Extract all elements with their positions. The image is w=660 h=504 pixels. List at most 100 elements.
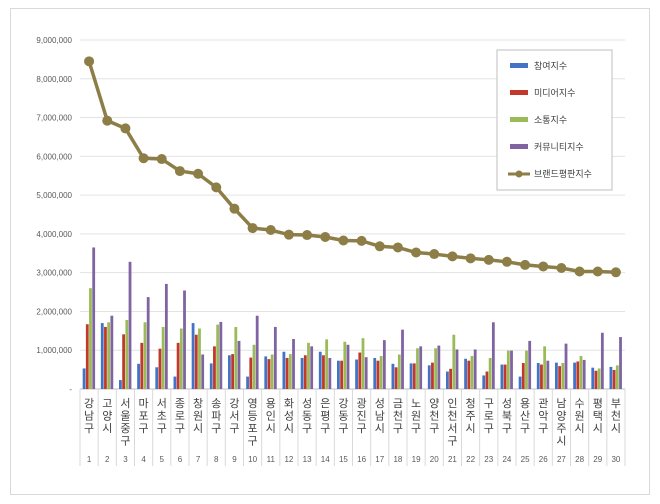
bar-참여지수-10 [246,376,249,389]
bar-커뮤니티지수-8 [219,321,223,389]
rank-label: 22 [466,455,475,464]
bar-커뮤니티지수-5 [164,283,168,389]
bar-소통지수-1 [89,288,92,389]
rank-label: 25 [521,455,530,464]
rank-label: 27 [557,455,566,464]
line-point-4 [138,153,149,164]
bar-소통지수-21 [452,334,456,389]
bar-참여지수-1 [82,368,86,389]
rank-label: 3 [123,455,128,464]
bar-참여지수-3 [119,380,122,389]
bar-커뮤니티지수-15 [346,344,350,389]
bar-참여지수-2 [100,323,104,389]
bar-소통지수-11 [270,354,274,389]
bar-커뮤니티지수-27 [564,343,568,389]
bar-참여지수-27 [555,362,558,389]
bar-미디어지수-5 [158,348,162,389]
bar-커뮤니티지수-30 [619,337,622,389]
line-point-2 [102,115,113,126]
bar-참여지수-7 [191,323,195,389]
bar-미디어지수-14 [322,355,325,389]
legend-label: 브랜드평판지수 [534,169,592,180]
bar-커뮤니티지수-12 [292,338,295,389]
bar-소통지수-7 [198,328,201,389]
bar-소통지수-19 [416,348,419,389]
bar-미디어지수-24 [503,364,507,389]
bar-참여지수-18 [391,363,395,389]
bar-미디어지수-15 [340,360,344,389]
rank-label: 13 [303,455,312,464]
bar-미디어지수-3 [122,334,126,389]
bar-미디어지수-12 [285,357,289,389]
bar-참여지수-19 [409,363,413,389]
line-point-1 [84,56,95,67]
bar-커뮤니티지수-13 [310,346,314,389]
bar-미디어지수-28 [576,361,580,389]
rank-label: 30 [611,455,620,464]
line-point-20 [429,249,440,260]
bar-소통지수-27 [561,363,565,389]
bar-소통지수-16 [361,338,365,389]
rank-label: 6 [178,455,183,464]
line-point-18 [392,242,403,253]
bar-커뮤니티지수-22 [473,349,477,389]
bar-커뮤니티지수-6 [183,290,186,389]
line-point-16 [356,235,367,246]
bar-참여지수-4 [137,363,140,389]
rank-label: 4 [141,455,146,464]
y-tick-label: 5,000,000 [36,191,72,200]
y-tick-label: 3,000,000 [36,269,72,278]
bar-참여지수-11 [264,356,268,389]
bar-미디어지수-29 [594,370,598,389]
bar-커뮤니티지수-18 [401,329,404,389]
rank-label: 10 [248,455,257,464]
y-tick-label: 9,000,000 [36,36,72,45]
bar-참여지수-26 [536,363,540,389]
bar-커뮤니티지수-4 [146,297,150,389]
bar-커뮤니티지수-28 [582,359,586,389]
line-point-9 [229,203,240,214]
bar-소통지수-18 [397,354,401,389]
legend-swatch-marker [515,170,523,178]
bar-소통지수-9 [234,326,238,389]
legend-swatch-소통지수 [510,117,528,122]
bar-소통지수-13 [307,342,310,389]
bar-참여지수-15 [337,360,340,389]
bar-참여지수-28 [573,362,576,389]
line-point-10 [247,223,258,234]
bar-참여지수-24 [500,364,504,389]
bar-미디어지수-26 [540,364,543,389]
bar-커뮤니티지수-2 [110,315,114,389]
bar-참여지수-8 [209,363,213,389]
bar-커뮤니티지수-11 [273,326,277,389]
line-point-29 [592,266,603,277]
y-tick-label: 2,000,000 [36,307,72,316]
bar-참여지수-6 [173,376,177,389]
bar-미디어지수-10 [249,357,253,389]
line-point-14 [320,231,331,242]
rank-label: 8 [214,455,219,464]
line-point-22 [465,253,476,264]
bar-커뮤니티지수-24 [510,350,513,389]
bar-소통지수-15 [343,341,347,389]
rank-label: 19 [412,455,421,464]
line-point-11 [265,225,276,236]
rank-label: 7 [196,455,201,464]
bar-참여지수-25 [518,376,522,389]
rank-label: 11 [267,455,276,464]
bar-참여지수-21 [446,371,449,389]
